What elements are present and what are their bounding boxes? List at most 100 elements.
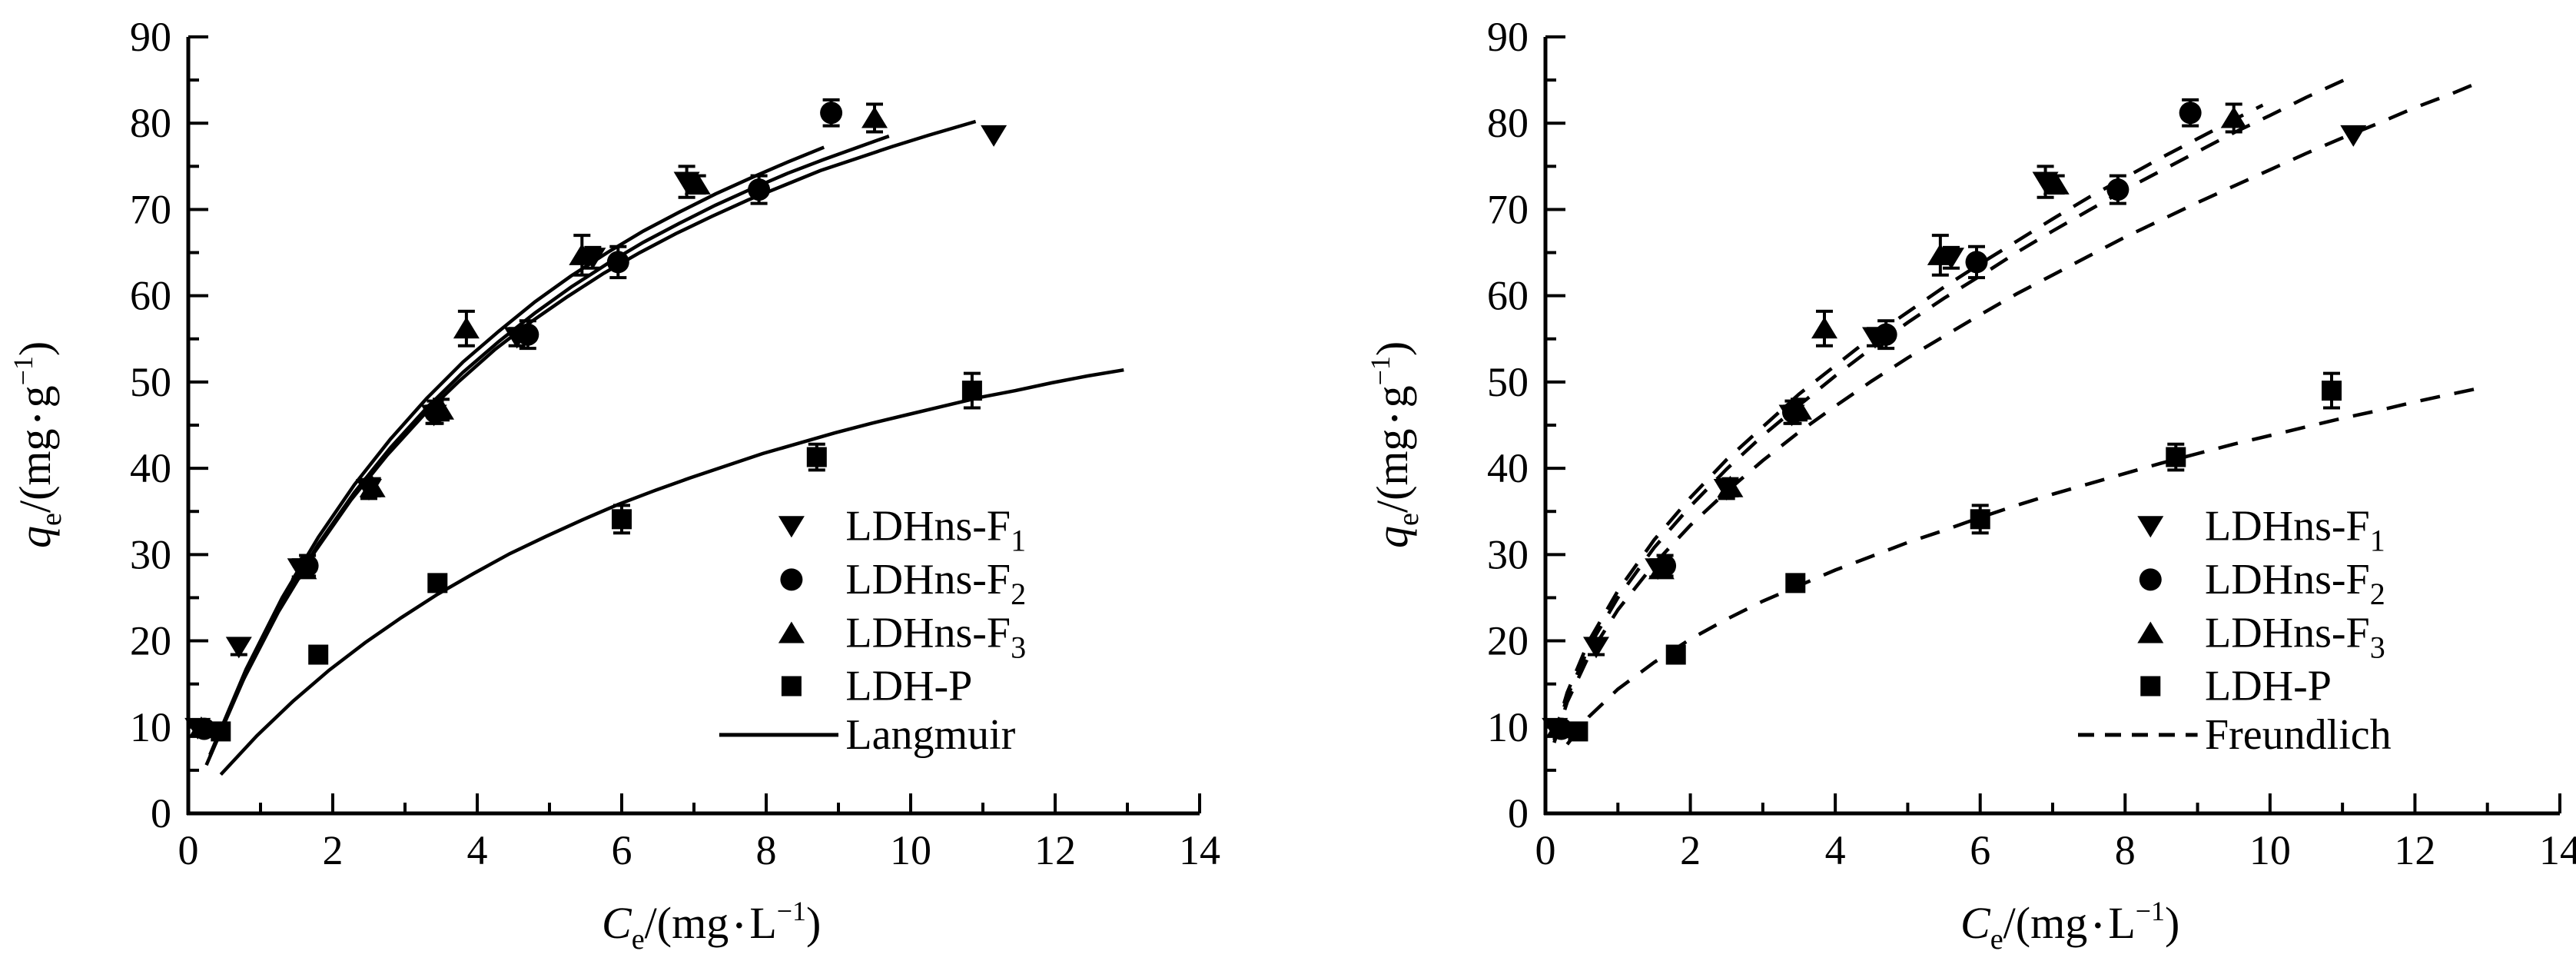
freundlich-panel: 0 2 4 6 8 10 12 14 0 10 20 30 40 50 60 70 80 90 Ce/(mg • L…	[1365, 14, 2576, 956]
square-marker	[1970, 509, 1990, 530]
fit-curve-LDHns-F3	[208, 134, 890, 757]
triangle-up-marker	[1786, 397, 1812, 420]
square-marker	[781, 676, 802, 697]
x-tick-labels: 0 2 4 6 8 10 12 14	[178, 827, 1221, 873]
triangle-up-marker	[569, 243, 596, 265]
x-tick-label: 8	[2115, 827, 2136, 873]
y-tick-label: 40	[1487, 445, 1529, 491]
x-tick-label: 14	[2539, 827, 2576, 873]
y-tick-label: 80	[1487, 100, 1529, 146]
legend-label-LDHns-F3: LDHns-F3	[2205, 609, 2385, 664]
triangle-up-marker	[1811, 317, 1837, 339]
fit-curve-LDHns-F1	[1552, 80, 2481, 743]
triangle-up-marker	[778, 621, 805, 643]
circle-marker	[2179, 101, 2202, 125]
circle-marker	[2139, 568, 2162, 591]
y-tick-label: 10	[1487, 704, 1529, 750]
legend-fit-label: Langmuir	[845, 711, 1015, 759]
x-tick-label: 0	[178, 827, 199, 873]
y-tick-label: 30	[1487, 531, 1529, 577]
square-marker	[1785, 573, 1806, 594]
legend-label-LDH-P: LDH-P	[2205, 662, 2332, 710]
triangle-up-marker	[1545, 716, 1572, 738]
triangle-down-marker	[778, 516, 805, 538]
square-marker	[2322, 381, 2342, 401]
x-tick-label: 14	[1179, 827, 1220, 873]
langmuir-panel: 0 2 4 6 8 10 12 14 0 10 20 30 40 50 60 70 80 90 Ce/(mg • L…	[8, 14, 1220, 956]
legend-label-LDHns-F2: LDHns-F2	[845, 556, 1026, 611]
x-tick-label: 2	[323, 827, 344, 873]
series-LDHns-F3	[188, 102, 888, 738]
circle-marker	[1965, 251, 1988, 274]
y-axis-title: qe/(mg • g−1)	[1365, 341, 1425, 548]
y-tick-label: 0	[151, 790, 171, 836]
ticks	[187, 35, 1201, 815]
square-marker	[2140, 676, 2161, 697]
y-tick-label: 40	[130, 445, 171, 491]
circle-marker	[516, 323, 539, 346]
x-tick-label: 12	[1034, 827, 1076, 873]
square-marker	[612, 509, 632, 530]
triangle-up-marker	[2220, 106, 2247, 128]
y-tick-label: 30	[130, 531, 171, 577]
legend-fit-label: Freundlich	[2205, 711, 2392, 759]
x-tick-label: 2	[1680, 827, 1701, 873]
y-tick-label: 70	[1487, 186, 1529, 232]
y-tick-label: 90	[130, 14, 171, 60]
series-LDHns-F3	[1545, 102, 2247, 738]
triangle-down-marker	[1583, 637, 1609, 659]
legend-label-LDHns-F1: LDHns-F1	[845, 502, 1026, 557]
fit-curve-LDHns-F1	[208, 145, 825, 756]
triangle-up-marker	[1717, 475, 1744, 497]
y-tick-labels: 0 10 20 30 40 50 60 70 80 90	[1487, 14, 1529, 836]
circle-marker	[1874, 323, 1897, 346]
fit-curve-LDHns-F2	[1552, 75, 2351, 741]
triangle-up-marker	[1648, 557, 1675, 580]
fit-curve-LDHns-F3	[1552, 103, 2264, 737]
triangle-up-marker	[861, 106, 888, 128]
ticks	[1544, 35, 2561, 815]
axes	[186, 37, 1200, 816]
triangle-up-marker	[1927, 243, 1954, 265]
triangle-up-marker	[453, 317, 480, 339]
triangle-down-marker	[2340, 125, 2367, 147]
x-tick-labels: 0 2 4 6 8 10 12 14	[1535, 827, 2576, 873]
triangle-down-marker	[2137, 516, 2164, 538]
circle-marker	[2106, 178, 2130, 201]
triangle-up-marker	[290, 557, 317, 580]
y-tick-labels: 0 10 20 30 40 50 60 70 80 90	[130, 14, 171, 836]
square-marker	[427, 573, 448, 594]
x-tick-label: 10	[2249, 827, 2291, 873]
y-tick-label: 50	[130, 359, 171, 405]
legend-label-LDHns-F3: LDHns-F3	[845, 609, 1026, 664]
square-marker	[806, 447, 827, 467]
y-tick-label: 50	[1487, 359, 1529, 405]
square-marker	[308, 644, 329, 665]
series-LDHns-F2	[193, 98, 843, 740]
triangle-up-marker	[188, 716, 214, 738]
y-tick-label: 90	[1487, 14, 1529, 60]
circle-marker	[780, 568, 803, 591]
x-tick-label: 6	[612, 827, 632, 873]
triangle-down-marker	[225, 637, 252, 659]
legend-label-LDHns-F2: LDHns-F2	[2205, 556, 2385, 611]
y-tick-label: 60	[1487, 273, 1529, 319]
triangle-up-marker	[359, 475, 386, 497]
triangle-up-marker	[2137, 621, 2164, 643]
x-axis-title: Ce/(mg • L−1)	[1960, 896, 2179, 956]
x-tick-label: 12	[2394, 827, 2435, 873]
legend-label-LDHns-F1: LDHns-F1	[2205, 502, 2385, 557]
axes	[1543, 37, 2560, 816]
square-marker	[1568, 721, 1588, 742]
x-tick-label: 0	[1535, 827, 1556, 873]
x-tick-label: 6	[1970, 827, 1990, 873]
y-tick-label: 60	[130, 273, 171, 319]
legend-label-LDH-P: LDH-P	[845, 662, 972, 710]
x-tick-label: 8	[756, 827, 777, 873]
triangle-down-marker	[981, 125, 1007, 147]
square-marker	[211, 721, 231, 742]
